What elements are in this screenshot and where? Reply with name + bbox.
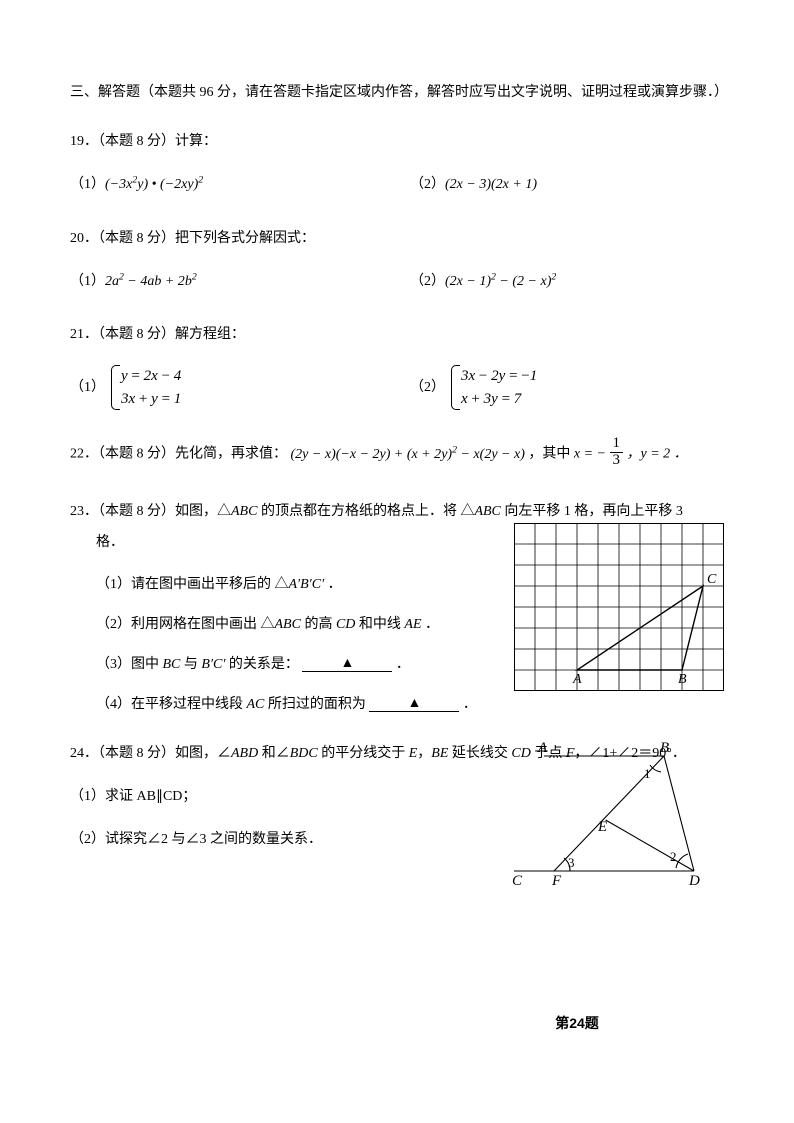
- q19-parts: （1） (−3x2y) • (−2xy)2 （2） (2x − 3)(2x + …: [70, 172, 724, 197]
- figure-caption: 第24题: [0, 1013, 794, 1033]
- svg-text:B: B: [660, 741, 669, 756]
- q22-frac-den: 3: [610, 453, 624, 469]
- svg-text:3: 3: [568, 855, 575, 870]
- svg-text:C: C: [512, 873, 523, 889]
- q20-p1-expr: 2a2 − 4ab + 2b2: [105, 269, 197, 294]
- svg-text:A: A: [572, 672, 582, 687]
- q21-title: 21．（本题 8 分）解方程组：: [70, 322, 724, 347]
- q21-p2-system: 3x − 2y = −1 x + 3y = 7: [449, 365, 537, 410]
- q23-s4a: （4）在平移过程中线段 AC 所扫过的面积为: [96, 697, 366, 712]
- q20-p2-label: （2）: [410, 269, 445, 294]
- q22: 22．（本题 8 分）先化简，再求值： (2y − x)(−x − 2y) + …: [70, 438, 724, 471]
- q23: 23．（本题 8 分）如图，△ABC 的顶点都在方格纸的格点上．将 △ABC 向…: [70, 499, 724, 713]
- q21-parts: （1） y = 2x − 4 3x + y = 1 （2） 3x − 2y = …: [70, 365, 724, 410]
- q23-s3a: （3）图中 BC 与 B′C′ 的关系是：: [96, 657, 299, 672]
- q19-p2-expr: (2x − 3)(2x + 1): [445, 172, 537, 197]
- q23-l1: 23．（本题 8 分）如图，△ABC 的顶点都在方格纸的格点上．将 △ABC 向…: [70, 499, 724, 524]
- q19-p1-expr: (−3x2y) • (−2xy)2: [105, 172, 203, 197]
- section-header: 三、解答题（本题共 96 分，请在答题卡指定区域内作答，解答时应写出文字说明、证…: [70, 80, 724, 105]
- q20-title: 20．（本题 8 分）把下列各式分解因式：: [70, 226, 724, 251]
- q24-geom-figure: A B C D F E 1 2 3: [504, 741, 714, 891]
- q22-prefix: 22．（本题 8 分）先化简，再求值：: [70, 447, 287, 462]
- svg-text:A: A: [537, 741, 548, 756]
- q22-xeq: x = −: [574, 447, 606, 462]
- q21-p1-eq1: y = 2x − 4: [121, 365, 181, 388]
- svg-text:C: C: [707, 572, 717, 587]
- q21-p2-eq1: 3x − 2y = −1: [461, 365, 537, 388]
- q22-expr: (2y − x)(−x − 2y) + (x + 2y)2 − x(2y − x…: [291, 447, 525, 462]
- svg-text:1: 1: [644, 766, 651, 781]
- q21-p2-label: （2）: [410, 375, 445, 400]
- q23-s3b: ．: [396, 657, 410, 672]
- q21-p2-eq2: x + 3y = 7: [461, 388, 537, 411]
- q20-p2-expr: (2x − 1)2 − (2 − x)2: [445, 269, 556, 294]
- q22-frac: 1 3: [610, 436, 624, 469]
- q23-blank2: ▲: [369, 697, 459, 712]
- q21-p1-system: y = 2x − 4 3x + y = 1: [109, 365, 181, 410]
- q19-p1-label: （1）: [70, 172, 105, 197]
- q23-blank1: ▲: [302, 657, 392, 672]
- q23-s4: （4）在平移过程中线段 AC 所扫过的面积为 ▲ ．: [70, 693, 724, 713]
- svg-text:2: 2: [670, 849, 677, 864]
- q19-p2-label: （2）: [410, 172, 445, 197]
- q22-frac-num: 1: [610, 436, 624, 453]
- q19-title: 19．（本题 8 分）计算：: [70, 129, 724, 154]
- q20-parts: （1） 2a2 − 4ab + 2b2 （2） (2x − 1)2 − (2 −…: [70, 269, 724, 294]
- q22-yeq: ，y = 2 ．: [627, 447, 688, 462]
- svg-text:F: F: [551, 873, 562, 889]
- q20-p1-label: （1）: [70, 269, 105, 294]
- q21-p1-eq2: 3x + y = 1: [121, 388, 181, 411]
- svg-text:B: B: [678, 672, 687, 687]
- q23-s4b: ．: [463, 697, 477, 712]
- q24: 24．（本题 8 分）如图，∠ABD 和∠BDC 的平分线交于 E，BE 延长线…: [70, 741, 724, 941]
- svg-text:D: D: [688, 873, 700, 889]
- q22-where: ，其中: [528, 447, 574, 462]
- q23-grid-figure: A B C: [514, 523, 724, 691]
- svg-text:E: E: [597, 819, 607, 835]
- q21-p1-label: （1）: [70, 375, 105, 400]
